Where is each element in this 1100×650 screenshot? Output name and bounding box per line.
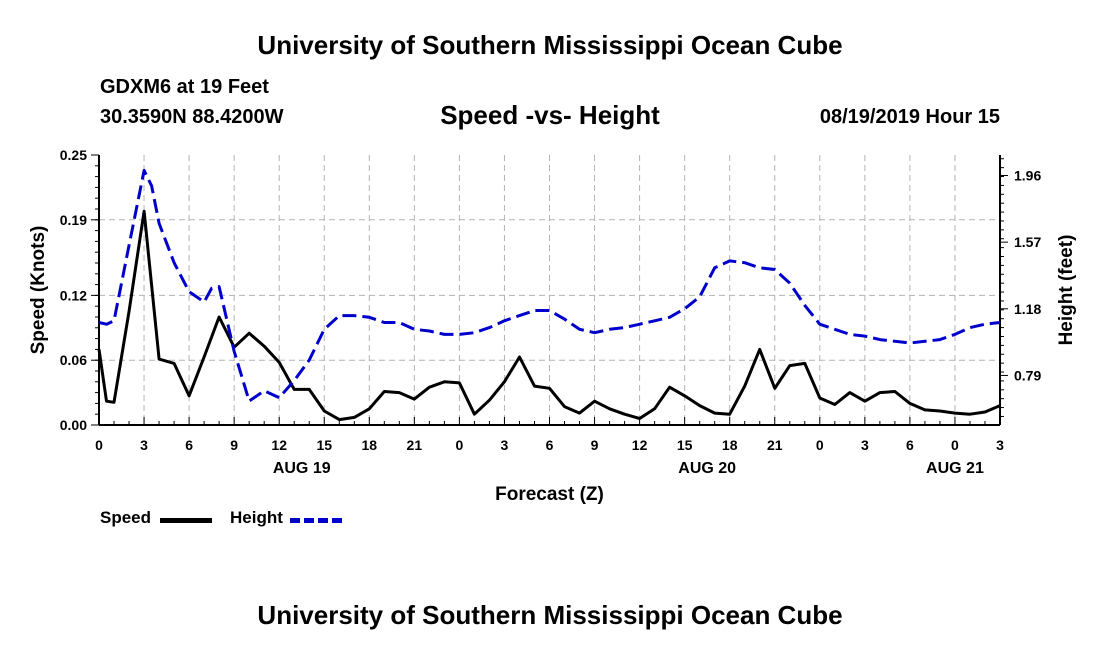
y-tick-label-left: 0.06 [60,352,87,368]
x-date-label: AUG 19 [273,460,331,477]
x-tick-label: 18 [362,437,378,453]
x-tick-label: 0 [456,437,464,453]
y-tick-label-right: 1.18 [1014,301,1041,317]
coordinates-label: 30.3590N 88.4200W [100,106,284,128]
legend-speed-label: Speed [100,508,152,527]
y-tick-label-right: 1.96 [1014,168,1041,184]
x-tick-label: 3 [140,437,148,453]
x-tick-label: 18 [722,437,738,453]
x-tick-label: 21 [767,437,783,453]
y-tick-label-left: 0.19 [60,212,87,228]
x-axis-title: Forecast (Z) [495,484,604,505]
y-tick-label-right: 1.57 [1014,234,1041,250]
station-label: GDXM6 at 19 Feet [100,76,269,98]
x-tick-label: 0 [816,437,824,453]
x-tick-label: 3 [501,437,509,453]
x-tick-label: 15 [677,437,693,453]
y-axis-title-left: Speed (Knots) [28,226,49,355]
x-date-label: AUG 20 [678,460,736,477]
x-tick-label: 12 [271,437,287,453]
legend-height-swatch [290,518,342,523]
chart-title: Speed -vs- Height [440,100,660,130]
x-tick-label: 0 [95,437,103,453]
page-title: University of Southern Mississippi Ocean… [257,30,843,60]
x-date-label: AUG 21 [926,460,984,477]
x-tick-label: 3 [996,437,1004,453]
x-tick-label: 9 [591,437,599,453]
legend-speed-swatch [160,518,212,523]
series-height-line [98,168,1001,403]
x-tick-label: 0 [951,437,959,453]
datetime-label: 08/19/2019 Hour 15 [819,106,1000,128]
y-tick-label-right: 0.79 [1014,367,1041,383]
legend-height-label: Height [230,508,283,527]
y-tick-label-left: 0.25 [60,147,87,163]
series-speed-line [97,209,1001,422]
x-tick-label: 9 [230,437,238,453]
y-tick-label-left: 0.00 [60,417,87,433]
footer-title: University of Southern Mississippi Ocean… [257,600,843,630]
x-tick-label: 21 [407,437,423,453]
x-tick-label: 15 [316,437,332,453]
x-tick-label: 6 [185,437,193,453]
x-tick-label: 6 [546,437,554,453]
x-tick-label: 6 [906,437,914,453]
x-tick-label: 12 [632,437,648,453]
y-tick-label-left: 0.12 [60,287,87,303]
x-tick-label: 3 [861,437,869,453]
y-axis-title-right: Height (feet) [1056,235,1077,346]
